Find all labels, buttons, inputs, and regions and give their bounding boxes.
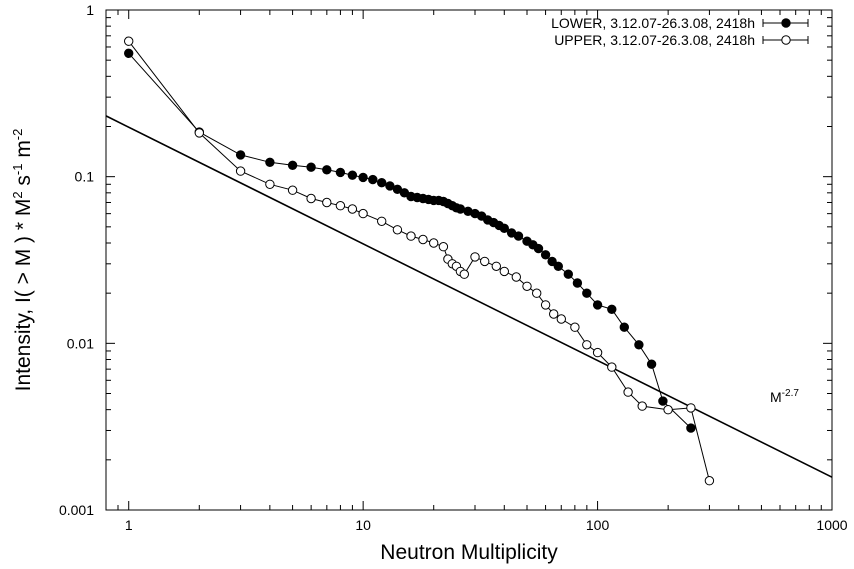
fit-label-exponent: -2.7 xyxy=(782,388,800,399)
plot-frame xyxy=(105,9,833,511)
data-point-upper xyxy=(663,405,673,415)
data-point-upper xyxy=(540,300,551,310)
x-axis-ticks: 1 10 100 1000 xyxy=(105,10,848,533)
data-point-upper xyxy=(637,401,647,411)
data-point-lower xyxy=(513,231,524,241)
data-point-lower xyxy=(287,160,298,171)
data-point-lower xyxy=(358,172,368,183)
data-point-upper xyxy=(582,340,592,350)
data-point-upper xyxy=(287,185,298,195)
data-point-upper xyxy=(480,256,490,267)
legend: LOWER, 3.12.07-26.3.08, 2418h UPPER, 3.1… xyxy=(551,15,809,48)
data-point-lower xyxy=(572,278,583,288)
data-point-upper xyxy=(459,269,469,279)
legend-marker-lower xyxy=(781,18,791,28)
data-point-lower xyxy=(619,322,629,332)
data-point-upper xyxy=(532,288,542,298)
series-points xyxy=(124,36,715,486)
data-point-lower xyxy=(306,162,316,172)
data-point-upper xyxy=(347,204,358,214)
data-point-upper xyxy=(306,193,316,204)
y-tick-label: 1 xyxy=(86,2,94,18)
data-point-upper xyxy=(499,266,509,277)
data-point-lower xyxy=(322,165,332,175)
data-point-upper xyxy=(438,242,449,252)
x-tick-label: 1 xyxy=(125,517,133,533)
series-line-lower xyxy=(128,52,692,429)
data-point-upper xyxy=(522,281,532,291)
data-point-upper xyxy=(491,261,501,271)
data-point-upper xyxy=(335,201,346,211)
data-point-upper xyxy=(592,347,603,358)
data-point-lower xyxy=(553,261,563,271)
fit-line-label: M-2.7 xyxy=(770,388,799,405)
data-point-lower xyxy=(368,174,378,185)
data-point-lower xyxy=(547,256,557,267)
data-point-lower xyxy=(347,170,358,180)
data-point-lower xyxy=(533,243,544,254)
data-point-upper xyxy=(470,252,480,262)
data-point-lower xyxy=(592,300,603,310)
data-point-upper xyxy=(235,166,246,176)
data-point-lower xyxy=(235,150,246,160)
legend-label-lower: LOWER, 3.12.07-26.3.08, 2418h xyxy=(551,15,755,31)
y-title-mid1: s xyxy=(12,175,35,191)
data-point-lower xyxy=(607,304,617,314)
data-point-lower xyxy=(646,359,657,369)
data-point-lower xyxy=(634,340,644,350)
data-point-upper xyxy=(429,238,439,248)
data-point-upper xyxy=(549,309,559,319)
data-point-upper xyxy=(418,234,428,245)
y-title-mid2: m xyxy=(12,140,35,163)
data-point-upper xyxy=(704,476,715,486)
y-axis-ticks: 0.001 0.01 0.1 1 xyxy=(59,2,832,518)
y-title-prefix: Intensity, I( > M ) * M xyxy=(12,199,35,392)
y-tick-label: 0.001 xyxy=(59,502,94,518)
data-point-upper xyxy=(358,208,368,219)
y-axis-title: Intensity, I( > M ) * M2 s-1 m-2 xyxy=(10,129,35,392)
x-tick-label: 1000 xyxy=(816,517,847,533)
data-point-upper xyxy=(124,36,134,46)
data-point-lower xyxy=(499,223,509,234)
data-point-upper xyxy=(623,387,633,397)
fit-label-base: M xyxy=(770,389,782,405)
data-point-upper xyxy=(265,179,275,190)
series-lines xyxy=(128,40,710,481)
data-point-lower xyxy=(563,269,573,279)
data-point-lower xyxy=(265,157,275,168)
x-axis-title: Neutron Multiplicity xyxy=(380,541,558,564)
data-point-lower xyxy=(686,423,696,433)
data-point-upper xyxy=(686,403,696,413)
legend-marker-upper xyxy=(781,35,791,45)
y-title-sup3: -2 xyxy=(10,129,25,141)
data-point-upper xyxy=(607,362,617,372)
data-point-lower xyxy=(658,396,668,406)
data-point-lower xyxy=(335,167,346,178)
data-point-upper xyxy=(194,128,205,138)
y-title-sup2: -1 xyxy=(10,164,25,176)
data-point-upper xyxy=(392,225,403,235)
y-tick-label: 0.1 xyxy=(75,169,95,185)
data-point-upper xyxy=(322,197,332,208)
series-line-upper xyxy=(128,40,710,481)
data-point-lower xyxy=(455,204,466,214)
power-law-fit-line xyxy=(105,115,833,478)
data-point-upper xyxy=(406,231,416,241)
data-point-upper xyxy=(556,314,566,324)
legend-label-upper: UPPER, 3.12.07-26.3.08, 2418h xyxy=(554,32,755,48)
y-tick-label: 0.01 xyxy=(67,335,94,351)
data-point-lower xyxy=(540,250,551,260)
data-point-lower xyxy=(377,178,387,188)
data-point-upper xyxy=(570,322,580,332)
data-point-lower xyxy=(385,181,395,191)
x-tick-label: 10 xyxy=(355,517,371,533)
data-point-upper xyxy=(511,272,521,282)
data-point-upper xyxy=(377,216,387,227)
data-point-lower xyxy=(582,288,592,298)
y-title-sup1: 2 xyxy=(10,191,25,198)
data-point-lower xyxy=(124,48,134,58)
x-tick-label: 100 xyxy=(586,517,610,533)
